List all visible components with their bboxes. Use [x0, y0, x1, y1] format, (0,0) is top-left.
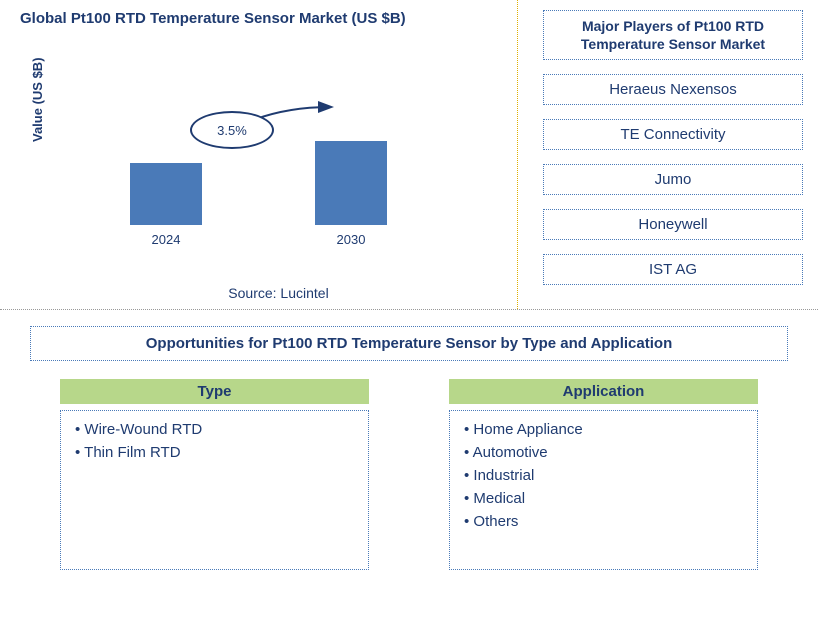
player-item: Heraeus Nexensos — [543, 74, 803, 105]
bar-2024 — [130, 163, 202, 225]
application-column: Application • Home Appliance • Automotiv… — [449, 379, 758, 570]
app-item-label: Others — [473, 513, 518, 530]
list-item: • Others — [464, 513, 743, 530]
app-item-label: Automotive — [473, 444, 548, 461]
opportunities-header: Opportunities for Pt100 RTD Temperature … — [30, 326, 788, 361]
source-label: Source: Lucintel — [20, 285, 537, 301]
app-item-label: Industrial — [473, 467, 534, 484]
player-item: Jumo — [543, 164, 803, 195]
type-body: • Wire-Wound RTD • Thin Film RTD — [60, 410, 369, 570]
list-item: • Home Appliance — [464, 421, 743, 438]
xlabel-2024: 2024 — [130, 232, 202, 247]
bar-2030 — [315, 141, 387, 225]
player-item: Honeywell — [543, 209, 803, 240]
xlabel-2030: 2030 — [315, 232, 387, 247]
opportunities-section: Opportunities for Pt100 RTD Temperature … — [0, 310, 818, 580]
y-axis-label: Value (US $B) — [30, 57, 45, 142]
growth-arrow — [50, 47, 470, 247]
players-header: Major Players of Pt100 RTD Temperature S… — [543, 10, 803, 60]
list-item: • Thin Film RTD — [75, 444, 354, 461]
list-item: • Industrial — [464, 467, 743, 484]
player-item: TE Connectivity — [543, 119, 803, 150]
player-item: IST AG — [543, 254, 803, 285]
type-column: Type • Wire-Wound RTD • Thin Film RTD — [60, 379, 369, 570]
chart-title: Global Pt100 RTD Temperature Sensor Mark… — [20, 10, 507, 27]
application-header: Application — [449, 379, 758, 404]
app-item-label: Home Appliance — [473, 421, 582, 438]
list-item: • Medical — [464, 490, 743, 507]
type-item-label: Thin Film RTD — [84, 444, 180, 461]
type-item-label: Wire-Wound RTD — [84, 421, 202, 438]
growth-label-ellipse: 3.5% — [190, 111, 274, 149]
opportunities-columns: Type • Wire-Wound RTD • Thin Film RTD Ap… — [30, 379, 788, 570]
type-header: Type — [60, 379, 369, 404]
chart-area: Value (US $B) 3.5% 2024 2030 — [50, 47, 470, 247]
top-row: Global Pt100 RTD Temperature Sensor Mark… — [0, 0, 818, 310]
application-body: • Home Appliance • Automotive • Industri… — [449, 410, 758, 570]
list-item: • Automotive — [464, 444, 743, 461]
app-item-label: Medical — [473, 490, 525, 507]
chart-column: Global Pt100 RTD Temperature Sensor Mark… — [0, 0, 518, 309]
list-item: • Wire-Wound RTD — [75, 421, 354, 438]
players-column: Major Players of Pt100 RTD Temperature S… — [518, 0, 818, 309]
growth-rate-label: 3.5% — [217, 123, 247, 138]
